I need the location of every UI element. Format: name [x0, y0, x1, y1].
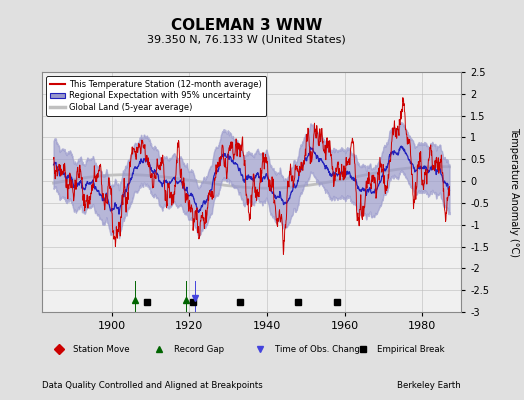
Text: Time of Obs. Change: Time of Obs. Change [275, 344, 365, 354]
Text: 39.350 N, 76.133 W (United States): 39.350 N, 76.133 W (United States) [147, 34, 346, 44]
Y-axis label: Temperature Anomaly (°C): Temperature Anomaly (°C) [509, 127, 519, 257]
Text: Berkeley Earth: Berkeley Earth [397, 381, 461, 390]
Text: Station Move: Station Move [73, 344, 130, 354]
Text: Record Gap: Record Gap [174, 344, 224, 354]
Text: Data Quality Controlled and Aligned at Breakpoints: Data Quality Controlled and Aligned at B… [42, 381, 263, 390]
Text: COLEMAN 3 WNW: COLEMAN 3 WNW [171, 18, 322, 33]
Legend: This Temperature Station (12-month average), Regional Expectation with 95% uncer: This Temperature Station (12-month avera… [46, 76, 266, 116]
Text: Empirical Break: Empirical Break [377, 344, 445, 354]
